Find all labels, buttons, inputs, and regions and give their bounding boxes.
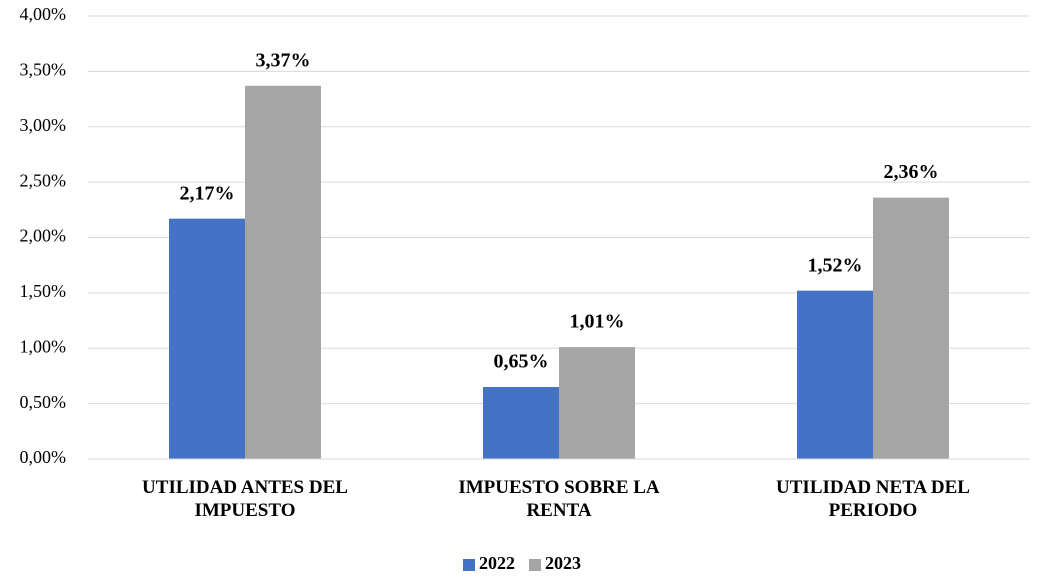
bar bbox=[559, 347, 635, 459]
bar bbox=[245, 85, 321, 460]
y-tick-label: 1,00% bbox=[20, 336, 67, 356]
bar bbox=[873, 197, 949, 459]
data-label: 2,36% bbox=[884, 161, 939, 183]
x-tick-label: UTILIDAD NETA DEL PERIODO bbox=[776, 477, 970, 521]
data-label: 2,17% bbox=[180, 182, 235, 204]
y-tick-label: 0,50% bbox=[20, 392, 67, 412]
y-tick-label: 4,00% bbox=[20, 4, 67, 24]
x-tick-label: IMPUESTO SOBRE LA RENTA bbox=[458, 477, 660, 521]
y-tick-label: 2,50% bbox=[20, 170, 67, 190]
y-tick-label: 1,50% bbox=[20, 281, 67, 301]
data-label: 3,37% bbox=[256, 49, 311, 71]
data-label: 1,01% bbox=[570, 311, 625, 333]
legend-swatch bbox=[463, 559, 475, 571]
legend-label: 2022 bbox=[479, 553, 515, 573]
bar bbox=[483, 387, 559, 459]
bar bbox=[797, 290, 873, 459]
y-tick-label: 3,50% bbox=[20, 60, 67, 80]
data-label: 1,52% bbox=[808, 254, 863, 276]
legend-label: 2023 bbox=[545, 553, 581, 573]
x-tick-label: UTILIDAD ANTES DEL IMPUESTO bbox=[142, 477, 348, 521]
legend-swatch bbox=[529, 559, 541, 571]
data-label: 0,65% bbox=[494, 351, 549, 373]
y-tick-label: 0,00% bbox=[20, 447, 67, 467]
y-tick-label: 3,00% bbox=[20, 115, 67, 135]
y-tick-label: 2,00% bbox=[20, 226, 67, 246]
bar bbox=[169, 218, 245, 459]
